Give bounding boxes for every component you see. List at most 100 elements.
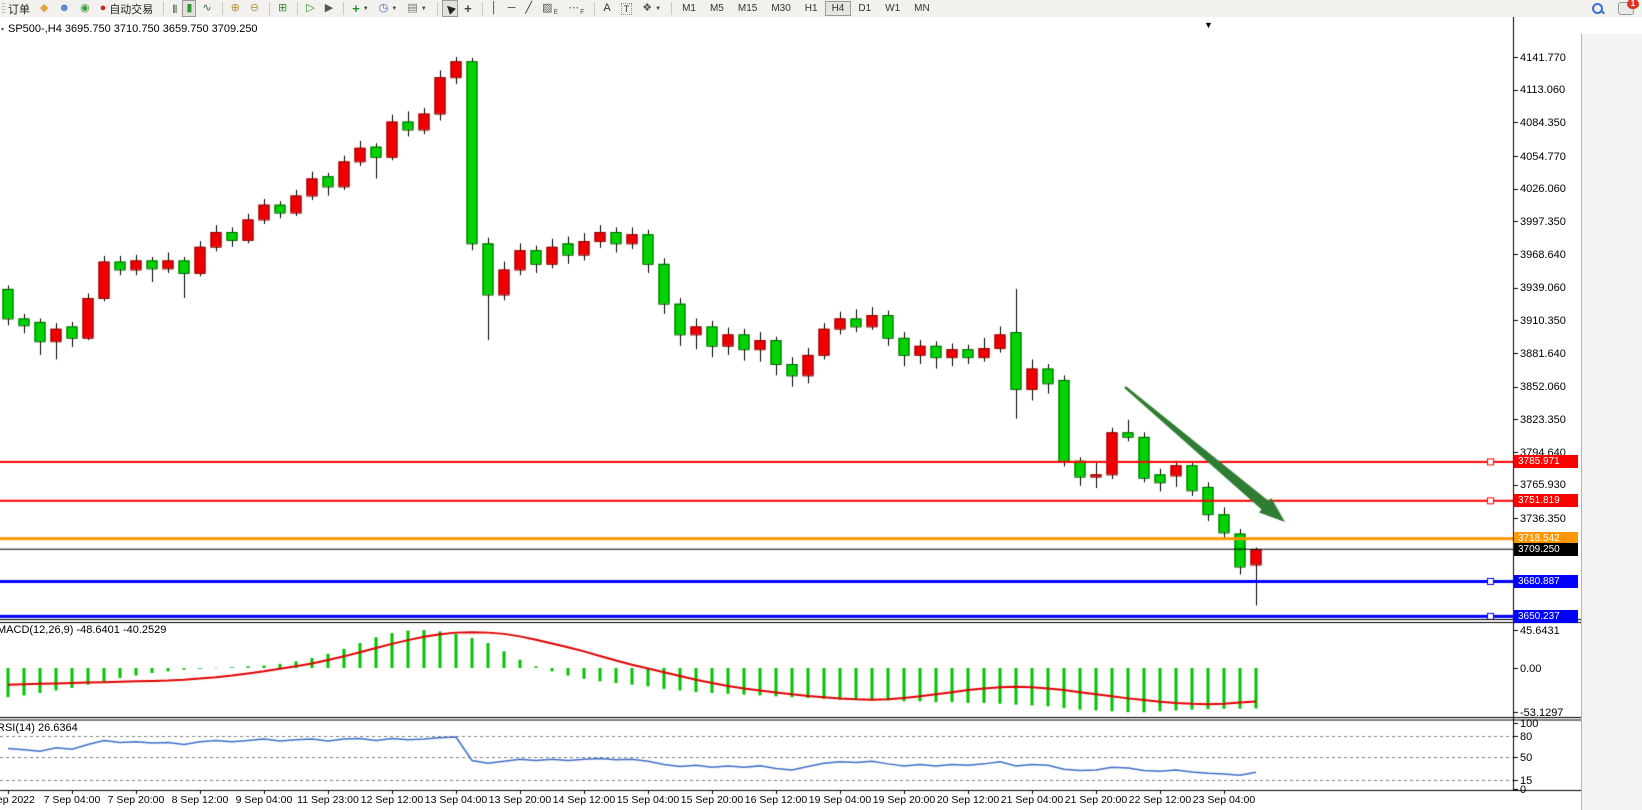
time-axis-label: 8 Sep 12:00 — [171, 794, 229, 806]
line-chart-icon: ∿ — [202, 2, 212, 14]
arrows-tool-icon: ❖ — [642, 2, 653, 14]
timeframe-mn-button[interactable]: MN — [914, 3, 930, 14]
fibonacci-button[interactable]: ⋯ F — [564, 0, 588, 17]
timeframe-m1-button[interactable]: M1 — [682, 3, 696, 14]
dropdown-caret-icon[interactable]: ▼ — [655, 5, 662, 12]
cursor-button[interactable]: ▶ — [441, 0, 459, 17]
dropdown-caret-icon[interactable]: ▼ — [391, 5, 398, 12]
orders-button[interactable]: 订单 — [1, 0, 34, 17]
community-profile-icon: ☻ — [58, 2, 71, 14]
signals-button[interactable]: ◉ — [76, 0, 94, 17]
text-tool-icon: A — [603, 2, 611, 14]
time-axis-label: 22 Sep 12:00 — [1128, 794, 1192, 806]
rsi-axis-label: 0 — [1520, 784, 1527, 796]
price-line-tag-3650.237: 3650.237 — [1514, 609, 1578, 623]
time-axis-label: 19 Sep 04:00 — [808, 794, 872, 806]
time-axis-label: 14 Sep 12:00 — [552, 794, 616, 806]
macd-indicator-label: MACD(12,26,9) -48.6401 -40.2529 — [0, 624, 167, 636]
autotrading-button[interactable]: ● 自动交易 — [96, 0, 158, 17]
price-line-tag-3680.887: 3680.887 — [1514, 575, 1578, 588]
rsi-axis-label: 100 — [1520, 718, 1539, 730]
zoom-out-button[interactable]: ⊖ — [246, 0, 263, 17]
chart-shift-button[interactable]: ▶ — [321, 0, 337, 17]
time-axis-label: 20 Sep 12:00 — [936, 794, 1000, 806]
toolbar-separator — [343, 2, 345, 15]
bar-chart-button[interactable]: ||| — [168, 0, 180, 17]
main-toolbar: 订单 ◆ ☻ ◉ ● 自动交易 ||| ▮ ∿ ⊕ ⊖ ⊞ ▷ ▶ + ▼ ◷ ▼ ▤ ▼ ▶ + │ ─ ╱ ▨ E ⋯ F A T ❖ ▼ M… — [0, 0, 1642, 18]
dropdown-caret-icon[interactable]: ▼ — [420, 5, 427, 12]
crosshair-icon: + — [464, 1, 472, 16]
toolbar-separator — [269, 2, 271, 15]
crosshair-button[interactable]: + — [460, 0, 476, 17]
price-axis-label: 3852.060 — [1520, 381, 1566, 394]
price-axis-label: 3823.350 — [1520, 413, 1566, 426]
macd-axis-label: 45.6431 — [1520, 624, 1560, 637]
price-axis-label: 4026.060 — [1520, 183, 1566, 196]
time-axis-label: 7 Sep 04:00 — [43, 794, 101, 806]
notification-badge: 1 — [1627, 0, 1639, 9]
chart-window: ▾ SP500-,H4 3695.750 3710.750 3659.750 3… — [0, 17, 1642, 810]
zoom-out-icon: ⊖ — [249, 2, 260, 14]
timeframe-w1-button[interactable]: W1 — [885, 3, 901, 14]
label-tool-button[interactable]: T — [617, 0, 637, 17]
equidistant-channel-button[interactable]: ▨ E — [538, 0, 562, 17]
timeframe-h1-button[interactable]: H1 — [804, 3, 818, 14]
price-line-tag-3718.542: 3718.542 — [1514, 532, 1578, 546]
price-axis-label: 4113.060 — [1520, 84, 1566, 97]
templates-button[interactable]: ▤ ▼ — [403, 0, 430, 17]
time-axis-label: 7 Sep 20:00 — [107, 794, 165, 806]
price-line-tag-3785.971: 3785.971 — [1514, 455, 1578, 469]
vertical-line-button[interactable]: │ — [487, 0, 502, 17]
macd-axis-label: -53.1297 — [1520, 706, 1564, 719]
tool-subscript: F — [580, 9, 585, 16]
time-axis-label: 19 Sep 20:00 — [872, 794, 936, 806]
equidistant-channel-icon: ▨ — [542, 2, 553, 14]
add-indicator-button[interactable]: + ▼ — [348, 0, 373, 17]
vertical-line-icon: │ — [490, 2, 498, 14]
time-axis-label: 6 Sep 2022 — [0, 794, 35, 806]
line-chart-button[interactable]: ∿ — [198, 0, 215, 17]
price-axis-label: 4054.770 — [1520, 150, 1566, 163]
trendline-icon: ╱ — [525, 2, 533, 14]
toolbar-grip — [2, 2, 5, 15]
eraser-icon-button[interactable]: ◆ — [36, 0, 52, 17]
text-tool-button[interactable]: A — [599, 0, 614, 17]
time-axis-label: 13 Sep 04:00 — [424, 794, 488, 806]
time-axis-label: 21 Sep 04:00 — [1000, 794, 1064, 806]
price-axis-label: 4084.350 — [1520, 116, 1566, 129]
macd-axis-label: 0.00 — [1520, 662, 1542, 675]
price-line-tag-3709.250: 3709.250 — [1514, 542, 1578, 556]
label-tool-icon: T — [620, 2, 633, 15]
community-profile-button[interactable]: ☻ — [54, 0, 74, 17]
horizontal-line-button[interactable]: ─ — [504, 0, 520, 17]
signals-icon: ◉ — [80, 2, 90, 14]
chat-icon[interactable]: 1 — [1618, 0, 1639, 15]
timeframe-d1-button[interactable]: D1 — [858, 3, 872, 14]
timeframe-m15-button[interactable]: M15 — [737, 3, 758, 14]
periods-button[interactable]: ◷ ▼ — [375, 0, 402, 17]
tile-windows-button[interactable]: ⊞ — [274, 0, 291, 17]
price-axis-label: 3997.350 — [1520, 215, 1566, 228]
orders-button-label: 订单 — [8, 3, 30, 16]
timeframe-h4-button[interactable]: H4 — [824, 1, 852, 16]
trendline-button[interactable]: ╱ — [521, 0, 536, 17]
periods-icon: ◷ — [378, 2, 389, 14]
arrows-tool-button[interactable]: ❖ ▼ — [638, 0, 665, 17]
auto-scroll-button[interactable]: ▷ — [302, 0, 318, 17]
timeframe-m30-button[interactable]: M30 — [771, 3, 791, 14]
time-axis-label: 16 Sep 12:00 — [744, 794, 808, 806]
price-chart-canvas[interactable] — [0, 17, 1581, 810]
zoom-in-button[interactable]: ⊕ — [227, 0, 244, 17]
candlestick-chart-button[interactable]: ▮ — [182, 0, 197, 17]
templates-icon: ▤ — [407, 2, 418, 14]
time-axis-label: 15 Sep 20:00 — [680, 794, 744, 806]
price-axis-label: 3881.640 — [1520, 347, 1566, 360]
search-icon[interactable] — [1592, 2, 1604, 15]
dropdown-caret-icon[interactable]: ▼ — [362, 5, 369, 12]
time-axis-label: 21 Sep 20:00 — [1064, 794, 1128, 806]
auto-scroll-icon: ▷ — [306, 2, 315, 14]
rsi-axis-label: 80 — [1520, 731, 1533, 744]
timeframe-m5-button[interactable]: M5 — [709, 3, 724, 14]
toolbar-separator — [297, 2, 299, 15]
price-line-tag-3751.819: 3751.819 — [1514, 494, 1578, 508]
